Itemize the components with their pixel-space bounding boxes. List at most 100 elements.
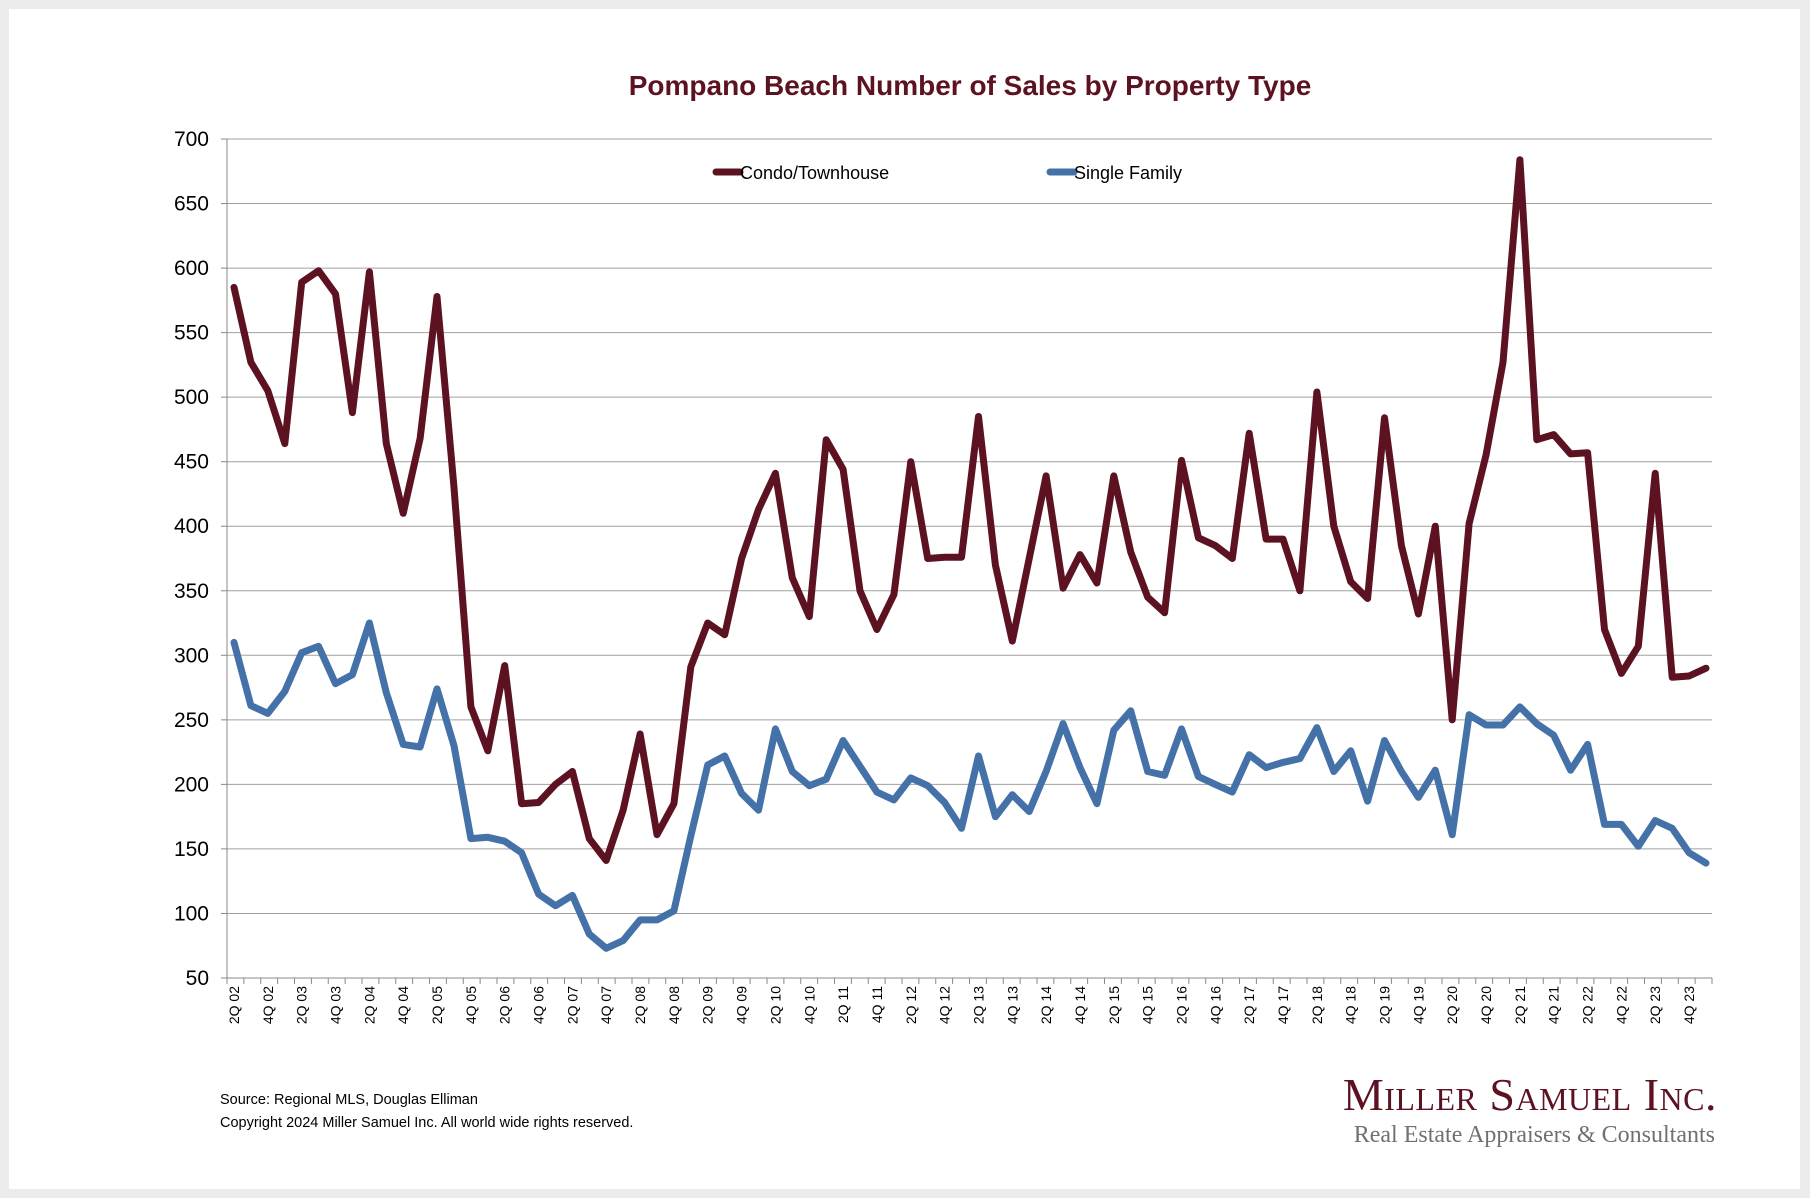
data-point — [316, 644, 321, 649]
data-point — [705, 621, 710, 626]
data-point — [1653, 471, 1658, 476]
x-tick-label: 4Q 15 — [1140, 986, 1156, 1024]
data-point — [570, 769, 575, 774]
data-point — [1230, 790, 1235, 795]
data-point — [1704, 666, 1708, 671]
data-point — [671, 801, 676, 806]
data-point — [604, 858, 609, 863]
data-point — [1314, 725, 1319, 730]
data-point — [1687, 673, 1692, 678]
data-point — [1382, 415, 1387, 420]
data-point — [367, 621, 372, 626]
x-tick-label: 2Q 10 — [767, 986, 783, 1024]
x-tick-label: 2Q 21 — [1512, 986, 1528, 1024]
data-point — [773, 471, 778, 476]
data-point — [841, 467, 846, 472]
x-tick-label: 4Q 12 — [937, 986, 953, 1024]
data-point — [1247, 431, 1252, 436]
data-point — [874, 627, 879, 632]
data-point — [350, 672, 355, 677]
data-point — [451, 485, 456, 490]
data-point — [519, 801, 524, 806]
data-point — [739, 791, 744, 796]
x-tick-label: 4Q 18 — [1343, 986, 1359, 1024]
data-point — [1484, 453, 1489, 458]
data-point — [1704, 861, 1708, 866]
data-point — [282, 441, 287, 446]
data-point — [841, 738, 846, 743]
x-tick-label: 2Q 03 — [294, 986, 310, 1024]
data-point — [739, 556, 744, 561]
x-tick-label: 4Q 17 — [1275, 986, 1291, 1024]
data-point — [993, 814, 998, 819]
data-point — [1670, 675, 1675, 680]
data-point — [1450, 832, 1455, 837]
x-tick-label: 4Q 04 — [395, 986, 411, 1024]
y-tick-label: 250 — [174, 709, 209, 732]
x-tick-label: 4Q 11 — [869, 986, 885, 1023]
x-tick-label: 4Q 09 — [734, 986, 750, 1024]
data-point — [790, 769, 795, 774]
data-point — [384, 690, 389, 695]
data-point — [891, 797, 896, 802]
data-point — [553, 903, 558, 908]
data-point — [1636, 644, 1641, 649]
data-point — [401, 511, 406, 516]
data-point — [536, 892, 541, 897]
x-tick-label: 4Q 13 — [1004, 986, 1020, 1024]
data-point — [638, 917, 643, 922]
data-point — [1619, 822, 1624, 827]
data-point — [1551, 432, 1556, 437]
data-point — [1365, 596, 1370, 601]
data-point — [1230, 556, 1235, 561]
data-point — [1044, 769, 1049, 774]
data-point — [1094, 801, 1099, 806]
data-point — [1196, 535, 1201, 540]
x-tick-label: 4Q 14 — [1072, 986, 1088, 1024]
x-tick-label: 4Q 10 — [801, 986, 817, 1024]
data-point — [858, 588, 863, 593]
data-point — [942, 800, 947, 805]
data-point — [1247, 752, 1252, 757]
data-point — [654, 832, 659, 837]
data-point — [1500, 723, 1505, 728]
data-point — [418, 436, 423, 441]
x-tick-label: 4Q 02 — [260, 986, 276, 1024]
data-point — [299, 650, 304, 655]
data-point — [333, 681, 338, 686]
data-point — [468, 836, 473, 841]
x-tick-label: 4Q 20 — [1478, 986, 1494, 1024]
data-point — [553, 782, 558, 787]
data-point — [1568, 451, 1573, 456]
data-point — [756, 808, 761, 813]
data-point — [942, 555, 947, 560]
data-point — [959, 555, 964, 560]
data-point — [248, 360, 253, 365]
y-tick-label: 50 — [186, 967, 209, 990]
data-point — [1602, 627, 1607, 632]
x-tick-label: 4Q 22 — [1613, 986, 1629, 1024]
data-point — [1500, 360, 1505, 365]
data-point — [1111, 473, 1116, 478]
x-tick-label: 2Q 17 — [1241, 986, 1257, 1024]
x-tick-label: 2Q 16 — [1173, 986, 1189, 1024]
data-point — [502, 663, 507, 668]
data-point — [1213, 543, 1218, 548]
y-tick-label: 500 — [174, 386, 209, 409]
data-point — [1348, 748, 1353, 753]
data-point — [435, 294, 440, 299]
data-point — [807, 614, 812, 619]
y-tick-label: 550 — [174, 322, 209, 345]
x-tick-label: 4Q 23 — [1681, 986, 1697, 1024]
data-point — [1044, 473, 1049, 478]
data-point — [502, 839, 507, 844]
y-tick-label: 350 — [174, 580, 209, 603]
data-point — [1619, 671, 1624, 676]
x-tick-label: 2Q 11 — [835, 986, 851, 1023]
data-point — [485, 835, 490, 840]
data-point — [621, 808, 626, 813]
series-line-single-family — [230, 619, 1710, 952]
data-point — [1517, 157, 1522, 162]
data-point — [1602, 822, 1607, 827]
data-point — [1196, 774, 1201, 779]
